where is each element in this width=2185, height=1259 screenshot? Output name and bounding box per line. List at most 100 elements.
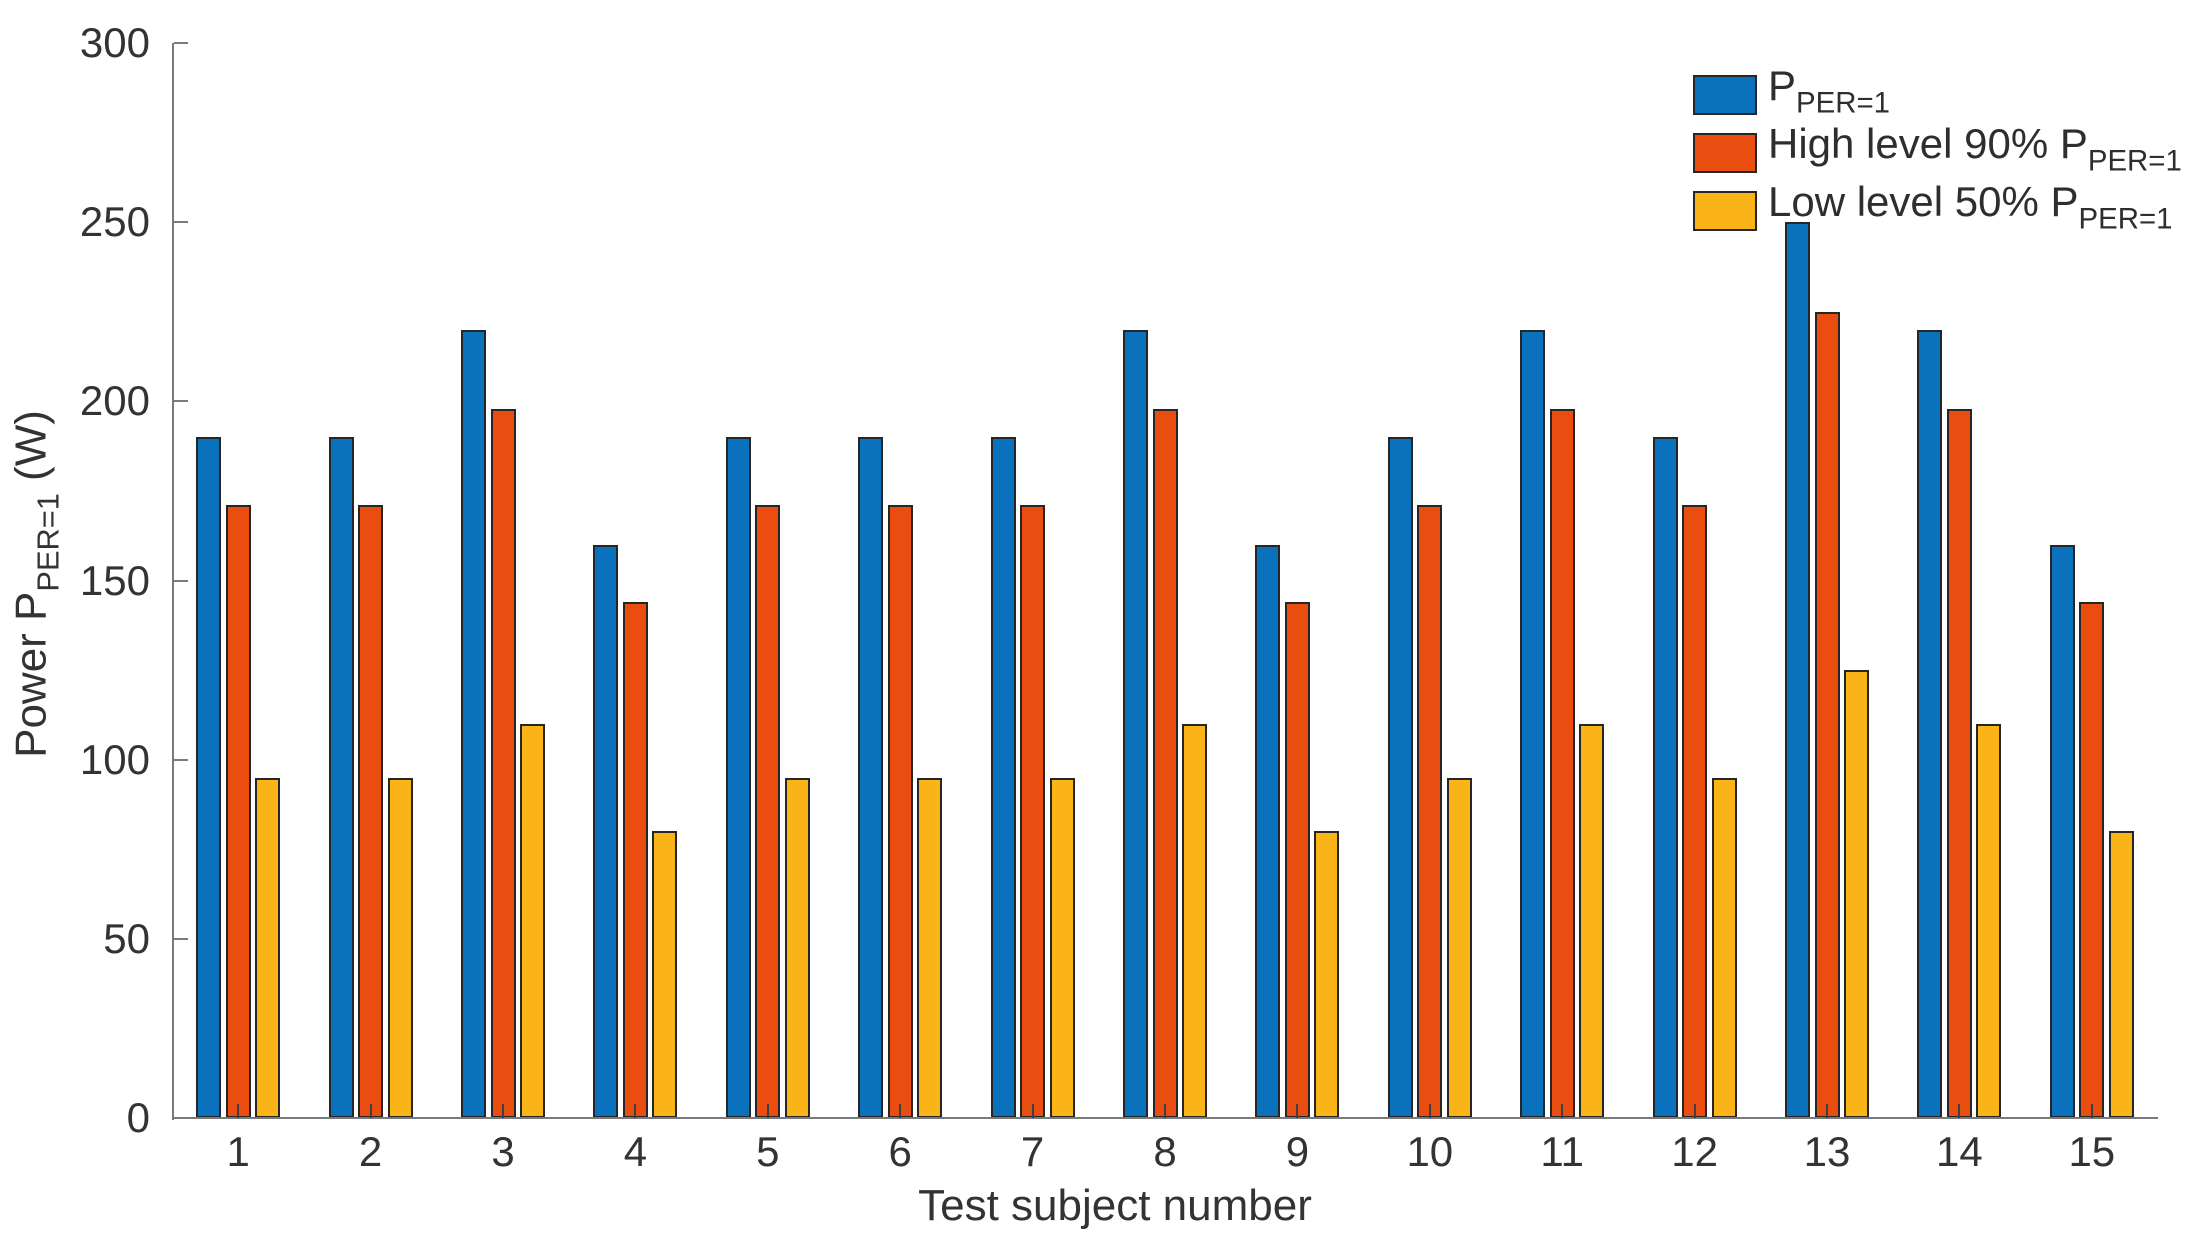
x-tick-label-4: 4	[623, 1128, 648, 1175]
x-tick-label-15: 15	[2068, 1128, 2116, 1175]
x-tick-mark-13	[1826, 1104, 1828, 1118]
y-tick-label-50: 50	[103, 914, 150, 962]
bar-series3-subject13	[1844, 670, 1869, 1118]
legend-entry-high-level: High level 90% PPER=1	[1693, 123, 2182, 178]
y-tick-label-150: 150	[79, 556, 150, 604]
bar-series3-subject4	[652, 831, 678, 1118]
bar-series2-subject4	[622, 602, 648, 1118]
y-axis-line	[172, 43, 174, 1120]
x-tick-label-1: 1	[226, 1128, 250, 1175]
bar-series1-subject10	[1387, 437, 1413, 1118]
x-tick-mark-2	[369, 1104, 372, 1118]
x-tick-label-7: 7	[1020, 1128, 1045, 1175]
y-tick-mark-300	[174, 42, 188, 44]
y-axis-label-pre: Power P	[6, 591, 56, 758]
bar-series1-subject4	[593, 544, 619, 1118]
bar-series3-subject6	[917, 777, 943, 1118]
bar-series3-subject8	[1182, 723, 1207, 1118]
x-tick-mark-1	[237, 1104, 240, 1118]
x-tick-label-13: 13	[1803, 1128, 1851, 1175]
x-tick-mark-9	[1296, 1104, 1299, 1118]
legend-label: PPER=1	[1768, 65, 1890, 123]
bar-series2-subject2	[358, 505, 384, 1118]
bar-series3-subject5	[784, 777, 810, 1118]
y-axis-label: Power PPER=1 (W)	[6, 410, 72, 758]
bar-series3-subject2	[387, 777, 413, 1118]
x-tick-mark-6	[899, 1104, 902, 1118]
bar-series1-subject13	[1785, 222, 1810, 1118]
x-tick-mark-7	[1031, 1104, 1034, 1118]
x-tick-mark-14	[1958, 1104, 1961, 1118]
bar-series2-subject5	[755, 505, 781, 1118]
x-tick-label-9: 9	[1285, 1128, 1310, 1175]
bar-series1-subject2	[328, 437, 354, 1118]
y-tick-label-100: 100	[79, 735, 150, 783]
x-axis-label-text: Test subject number	[918, 1181, 1312, 1230]
bar-series2-subject6	[887, 505, 913, 1118]
bar-series3-subject12	[1711, 777, 1737, 1118]
legend-swatch-blue	[1693, 75, 1757, 115]
bar-series3-subject1	[255, 777, 281, 1118]
bar-series3-subject3	[520, 723, 545, 1118]
bar-series3-subject11	[1579, 723, 1605, 1118]
y-tick-mark-100	[174, 758, 188, 761]
x-tick-mark-15	[2090, 1104, 2093, 1118]
bar-series1-subject15	[2049, 544, 2075, 1118]
x-tick-label-2: 2	[358, 1128, 383, 1175]
bar-series3-subject9	[1314, 831, 1340, 1118]
bar-series3-subject15	[2108, 831, 2134, 1118]
legend-label: High level 90% PPER=1	[1768, 123, 2182, 181]
x-tick-label-8: 8	[1153, 1128, 1177, 1175]
bar-series2-subject1	[225, 505, 251, 1118]
legend-label-text: P	[1768, 62, 1797, 110]
bar-series3-subject10	[1446, 777, 1472, 1118]
bar-series1-subject6	[858, 437, 884, 1118]
legend-entry-low-level: Low level 50% PPER=1	[1693, 181, 2182, 236]
x-axis-line	[172, 1117, 2158, 1119]
legend-label-subscript: PER=1	[1796, 86, 1890, 120]
bar-series2-subject9	[1284, 602, 1310, 1118]
bar-series1-subject8	[1123, 329, 1148, 1118]
y-tick-mark-150	[174, 579, 188, 582]
bar-series2-subject10	[1417, 505, 1443, 1118]
bar-series3-subject7	[1049, 777, 1075, 1118]
x-axis-label: Test subject number	[918, 1183, 1312, 1229]
y-axis-label-post: (W)	[6, 410, 56, 494]
legend-swatch-orange	[1693, 133, 1757, 173]
bar-series2-subject8	[1152, 408, 1178, 1118]
x-tick-mark-8	[1164, 1104, 1166, 1118]
x-tick-mark-5	[766, 1104, 769, 1118]
legend-label-subscript: PER=1	[2078, 202, 2173, 236]
bar-series1-subject3	[461, 329, 486, 1118]
bar-series3-subject14	[1976, 723, 2002, 1118]
x-tick-label-11: 11	[1540, 1128, 1584, 1175]
bar-series1-subject9	[1255, 544, 1281, 1118]
x-tick-label-10: 10	[1406, 1128, 1454, 1175]
x-tick-label-3: 3	[491, 1128, 515, 1175]
y-tick-label-250: 250	[79, 198, 150, 246]
bar-series2-subject3	[490, 408, 516, 1118]
x-tick-label-14: 14	[1936, 1128, 1983, 1175]
legend: PPER=1 High level 90% PPER=1 Low level 5…	[1693, 65, 2182, 249]
legend-swatch-yellow	[1693, 191, 1757, 231]
legend-label-subscript: PER=1	[2087, 144, 2182, 178]
x-tick-mark-10	[1428, 1104, 1431, 1118]
bar-series2-subject11	[1549, 408, 1575, 1118]
x-tick-label-5: 5	[756, 1128, 780, 1175]
bar-series2-subject15	[2079, 602, 2105, 1118]
x-tick-mark-11	[1561, 1104, 1564, 1118]
bar-series2-subject13	[1814, 311, 1840, 1118]
bar-series1-subject1	[196, 437, 222, 1118]
x-tick-label-12: 12	[1671, 1128, 1718, 1175]
bar-series2-subject14	[1946, 408, 1972, 1118]
x-tick-mark-3	[502, 1104, 504, 1118]
legend-label-text: Low level 50% P	[1768, 178, 2079, 226]
y-tick-mark-250	[174, 221, 188, 224]
bar-series1-subject12	[1652, 437, 1678, 1118]
x-tick-label-6: 6	[888, 1128, 912, 1175]
bar-series1-subject14	[1917, 329, 1943, 1118]
y-tick-mark-200	[174, 400, 188, 403]
y-tick-label-0: 0	[126, 1094, 150, 1141]
legend-label-text: High level 90% P	[1768, 120, 2088, 168]
